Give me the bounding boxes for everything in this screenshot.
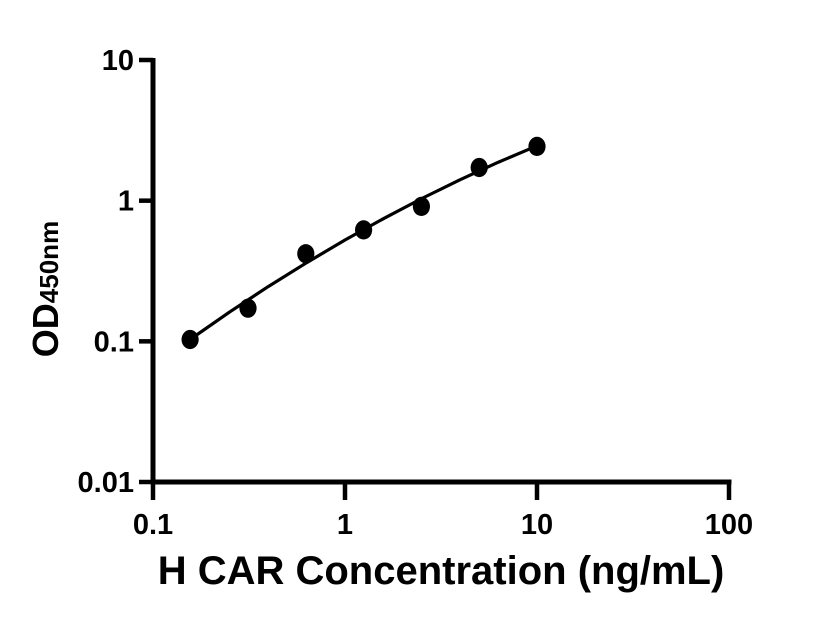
x-tick-label: 100: [705, 509, 753, 541]
data-point: [239, 298, 257, 318]
data-point: [181, 329, 199, 350]
y-tick-label: 0.01: [78, 467, 134, 499]
x-axis-title: H CAR Concentration (ng/mL): [157, 549, 725, 593]
x-tick-label: 1: [337, 509, 353, 541]
x-tick-label: 0.1: [133, 509, 173, 541]
y-tick-label: 0.1: [94, 326, 134, 358]
data-point: [412, 196, 430, 216]
axis-lines: [150, 58, 732, 485]
y-axis-title: OD 450nm: [25, 221, 67, 357]
data-point: [528, 136, 546, 156]
x-tick-label: 10: [521, 509, 553, 541]
data-point: [297, 244, 315, 264]
y-axis-title-main: OD: [25, 303, 66, 358]
data-point: [470, 157, 488, 178]
y-axis-title-sub: 450nm: [34, 220, 64, 304]
y-tick-label: 10: [102, 45, 134, 77]
y-tick-label: 1: [118, 186, 134, 218]
data-point: [355, 220, 373, 240]
